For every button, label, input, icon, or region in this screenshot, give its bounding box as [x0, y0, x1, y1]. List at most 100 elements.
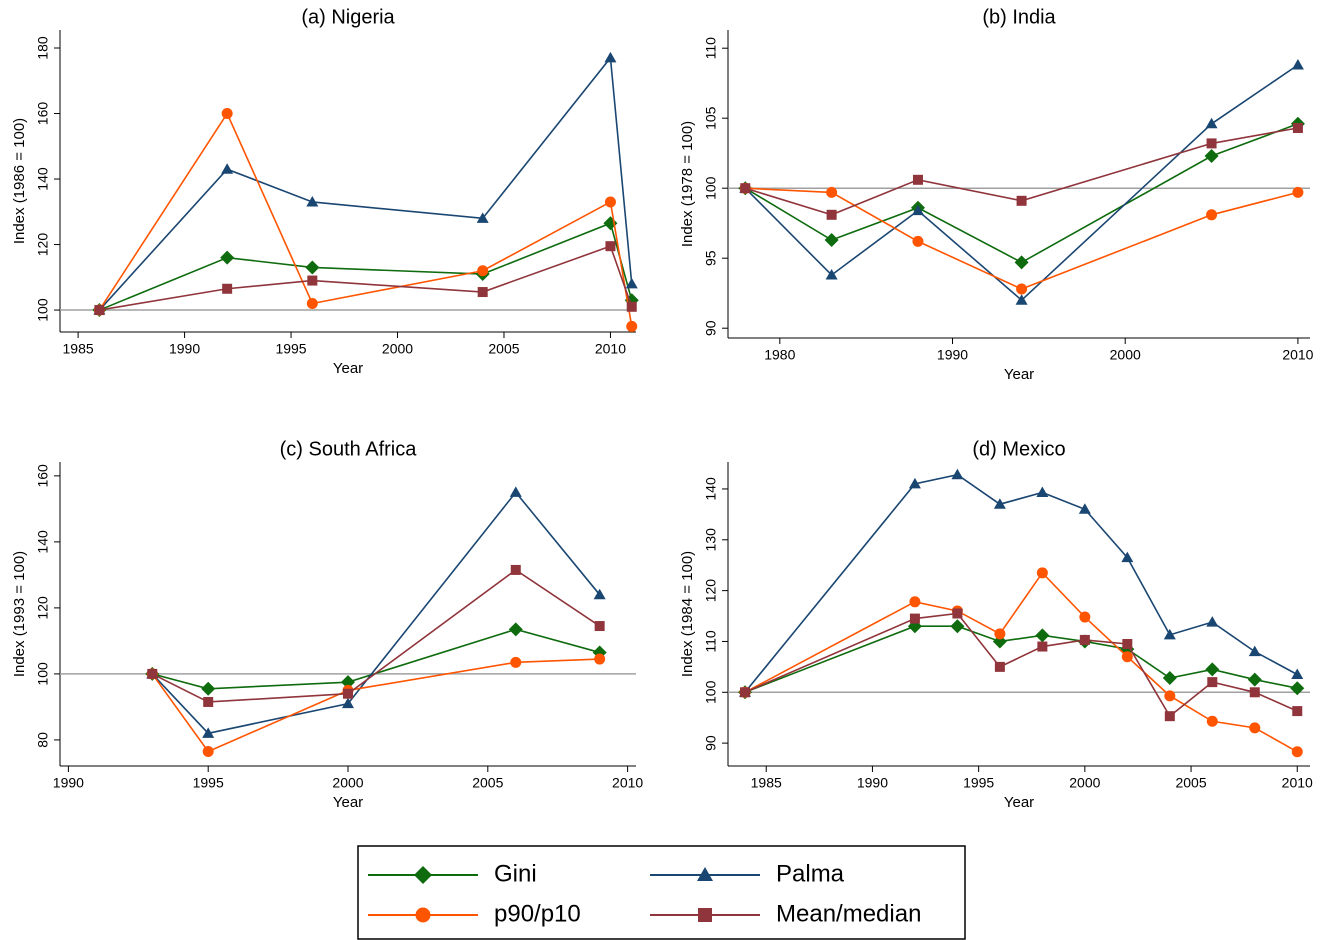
marker [605, 241, 616, 252]
marker [221, 108, 233, 120]
marker [1037, 641, 1048, 652]
marker [1016, 195, 1027, 206]
marker [305, 260, 320, 275]
x-tick-label: 2005 [472, 775, 503, 791]
y-tick-label: 140 [35, 167, 51, 191]
series-line [98, 55, 633, 311]
marker [1291, 746, 1303, 758]
marker [510, 656, 522, 668]
y-tick-label: 100 [703, 680, 719, 704]
marker [343, 688, 353, 699]
y-tick-label: 95 [703, 250, 719, 266]
marker [909, 596, 921, 608]
y-tick-label: 100 [35, 298, 51, 322]
marker [912, 174, 923, 185]
marker [1291, 59, 1304, 70]
marker [993, 498, 1006, 509]
chart-title: (b) India [982, 6, 1056, 28]
y-axis-title: Index (1978 = 100) [679, 121, 696, 247]
marker [1292, 706, 1303, 717]
x-tick-label: 2010 [612, 775, 643, 791]
marker [1035, 628, 1050, 643]
y-tick-label: 90 [703, 735, 719, 751]
marker [1079, 611, 1091, 623]
marker [1292, 186, 1304, 198]
marker [1164, 690, 1176, 702]
marker [509, 486, 522, 497]
x-axis-title: Year [333, 360, 363, 377]
x-tick-label: 2000 [332, 775, 363, 791]
series-line [151, 568, 601, 703]
y-tick-label: 100 [703, 176, 719, 200]
marker [307, 275, 318, 286]
marker [1122, 638, 1133, 649]
marker [826, 209, 837, 220]
x-tick-label: 2005 [488, 341, 519, 357]
x-tick-label: 1985 [63, 341, 94, 357]
x-tick-label: 1990 [937, 347, 968, 363]
x-tick-label: 1985 [751, 775, 782, 791]
y-tick-label: 110 [703, 37, 719, 60]
series-line [744, 123, 1299, 264]
marker [476, 212, 489, 223]
marker [1163, 628, 1176, 640]
marker [477, 287, 488, 298]
marker [604, 51, 617, 63]
chart-title: (d) Mexico [972, 438, 1065, 460]
marker [1079, 634, 1090, 645]
marker [604, 196, 616, 208]
marker [1292, 123, 1303, 133]
marker [1206, 209, 1218, 221]
marker [1015, 294, 1028, 305]
marker [594, 653, 606, 665]
legend-label: Gini [494, 860, 537, 887]
y-axis-title: Index (1986 = 100) [11, 118, 28, 244]
x-tick-label: 1995 [963, 775, 994, 791]
marker [508, 622, 523, 637]
marker [1121, 651, 1133, 663]
marker [911, 204, 924, 216]
y-axis-title: Index (1993 = 100) [11, 551, 28, 677]
marker [1036, 567, 1048, 579]
marker [203, 696, 214, 707]
marker [477, 265, 489, 277]
marker [1014, 255, 1029, 270]
marker [510, 564, 521, 575]
x-axis-title: Year [333, 794, 363, 811]
marker [625, 277, 638, 289]
marker [222, 283, 233, 294]
y-tick-label: 120 [35, 596, 51, 620]
y-tick-label: 120 [35, 233, 51, 257]
marker [1205, 117, 1218, 129]
marker [1078, 503, 1091, 514]
marker [626, 301, 637, 312]
x-tick-label: 1995 [193, 775, 224, 791]
y-tick-label: 110 [703, 630, 719, 653]
x-axis-title: Year [1004, 366, 1034, 383]
marker [994, 628, 1006, 640]
y-tick-label: 180 [35, 36, 51, 60]
y-axis-title: Index (1984 = 100) [679, 551, 696, 677]
marker [908, 477, 921, 489]
legend-marker [415, 907, 431, 923]
series-line [745, 187, 1299, 290]
legend-label: Mean/median [776, 900, 921, 927]
marker [994, 661, 1005, 672]
marker [950, 619, 965, 634]
marker [202, 745, 214, 757]
y-tick-label: 140 [703, 477, 719, 501]
series-line [744, 64, 1299, 302]
marker [306, 298, 318, 310]
marker [1204, 149, 1219, 163]
marker [1164, 711, 1175, 722]
marker [1162, 671, 1177, 686]
marker [220, 250, 235, 265]
marker [824, 233, 839, 247]
y-tick-label: 105 [703, 106, 719, 130]
marker [594, 621, 605, 632]
x-tick-label: 2000 [382, 341, 413, 357]
y-tick-label: 160 [35, 102, 51, 126]
x-tick-label: 1990 [169, 341, 200, 357]
marker [1247, 672, 1262, 687]
y-tick-label: 100 [35, 662, 51, 686]
